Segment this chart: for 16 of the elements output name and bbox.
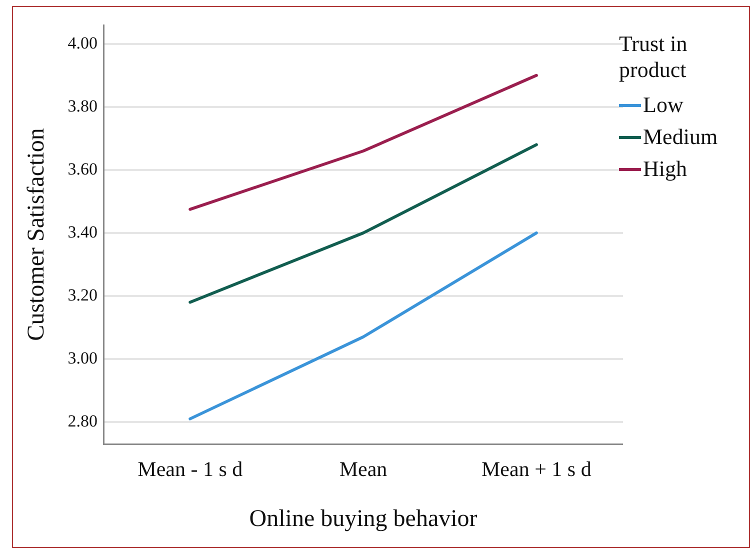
x-axis-title: Online buying behavior <box>249 506 478 532</box>
legend-title: Trust in product <box>619 31 688 83</box>
y-tick-label: 3.00 <box>68 348 98 368</box>
y-tick-label: 3.60 <box>68 159 98 178</box>
legend-label: Low <box>643 91 684 119</box>
y-tick-label: 3.20 <box>68 285 98 304</box>
legend-label: High <box>643 155 687 183</box>
legend-label: Medium <box>643 123 718 151</box>
y-tick-label: 2.80 <box>68 411 98 430</box>
y-tick-label: 3.40 <box>68 222 98 242</box>
x-tick-label: Mean + 1 s d <box>482 457 592 482</box>
y-tick-label: 3.80 <box>68 96 98 116</box>
y-tick-label: 4.00 <box>68 33 98 52</box>
y-axis-title: Customer Satisfaction <box>24 128 50 341</box>
x-tick-label: Mean <box>339 457 388 482</box>
x-tick-label: Mean - 1 s d <box>138 457 244 482</box>
